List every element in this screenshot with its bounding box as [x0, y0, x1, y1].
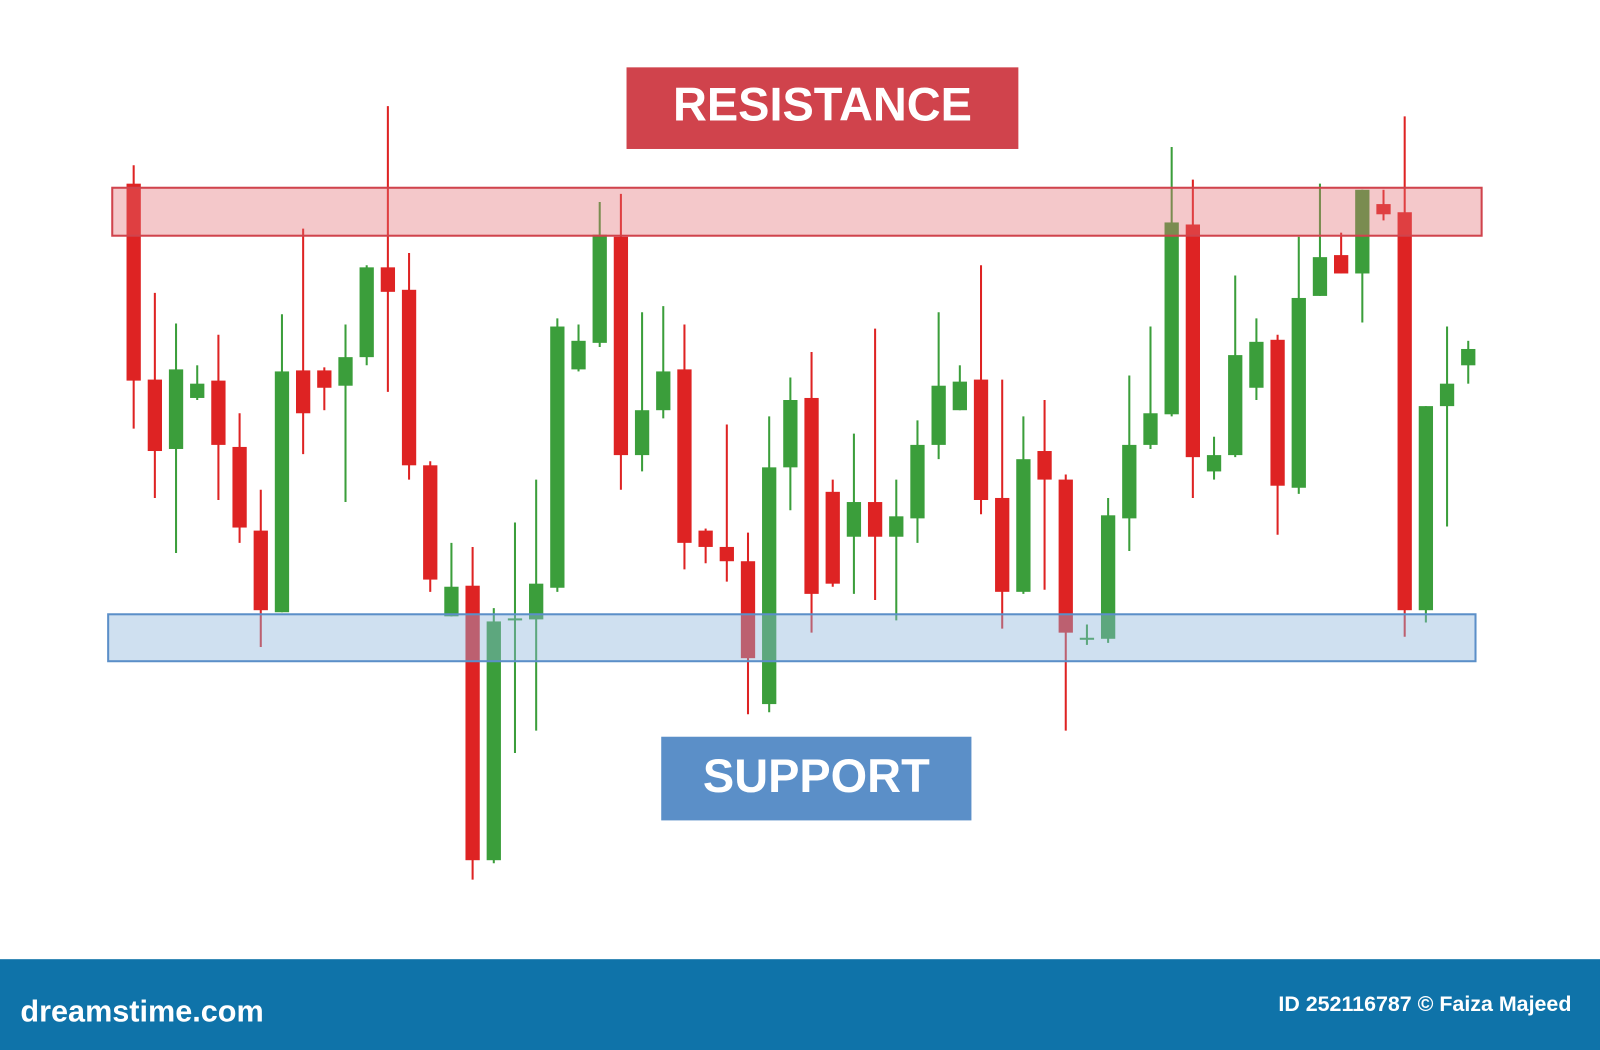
resistance-label: RESISTANCE	[673, 79, 972, 131]
candle-body	[1461, 348, 1476, 366]
resistance-label-box	[626, 67, 1019, 149]
candle-body	[677, 369, 692, 543]
candle-body	[1270, 339, 1285, 486]
candle-body	[444, 586, 459, 617]
candle-body	[296, 370, 311, 414]
candle-body	[995, 497, 1010, 592]
resistance-zone	[111, 186, 1483, 237]
candle-body	[740, 561, 756, 659]
candle-body	[804, 397, 819, 594]
candle-body	[1164, 222, 1179, 415]
candle-body	[1249, 341, 1264, 388]
candle-body	[1100, 515, 1116, 639]
candle-body	[592, 234, 607, 343]
candle-body	[486, 621, 501, 861]
candle-body	[423, 465, 438, 580]
candle-body	[1122, 444, 1137, 519]
candle-body	[783, 400, 798, 468]
candle-body	[698, 530, 713, 547]
candle-body	[401, 289, 417, 466]
candle-body	[1397, 212, 1412, 611]
candle-body	[190, 383, 205, 398]
candle-body	[232, 446, 247, 528]
candle-body	[359, 267, 374, 358]
candle-body	[1439, 383, 1455, 407]
candle-body	[1312, 257, 1328, 296]
candle-body	[846, 502, 862, 537]
candle-body	[1016, 459, 1031, 592]
candle-body	[465, 585, 480, 861]
footer-credit: ID 252116787 © Faiza Majeed	[1278, 992, 1571, 1016]
candle-body	[211, 380, 226, 445]
candle-body	[1334, 255, 1349, 274]
candle-body	[613, 236, 629, 456]
candle-body	[719, 546, 734, 562]
support-zone	[107, 613, 1477, 663]
candle-body	[274, 371, 290, 613]
candle-body	[1291, 297, 1306, 488]
candle-body	[1376, 204, 1391, 215]
support-label-box	[661, 736, 972, 821]
footer-site: dreamstime.com	[20, 994, 263, 1028]
candle-body	[1058, 479, 1073, 633]
candle-body	[952, 381, 967, 411]
candle-body	[1143, 413, 1158, 445]
candle-body	[126, 183, 141, 381]
candle-body	[931, 385, 946, 445]
footer-bar	[0, 959, 1600, 1050]
candle-body	[762, 467, 777, 705]
candle-body	[1418, 406, 1434, 611]
candle-body	[1228, 355, 1243, 456]
candle-body	[1355, 189, 1370, 274]
candle-body	[253, 530, 268, 611]
candle-body	[825, 491, 840, 584]
candle-body	[910, 444, 925, 519]
candle-body	[380, 267, 396, 292]
candle-body	[529, 583, 544, 620]
candle-body	[1185, 224, 1200, 458]
candle-body	[147, 379, 162, 452]
candle-body	[889, 516, 904, 537]
support-label: SUPPORT	[703, 750, 930, 802]
candle-body	[1037, 451, 1052, 480]
candle-body	[867, 502, 883, 537]
candle-body	[507, 618, 523, 621]
candle-body	[1079, 637, 1095, 640]
candle-body	[338, 357, 353, 386]
candle-body	[634, 410, 650, 456]
candle-body	[317, 370, 332, 388]
candle-body	[656, 371, 671, 411]
candle-body	[571, 340, 586, 370]
candle-body	[550, 326, 565, 588]
candle-body	[1206, 455, 1222, 472]
candle-body	[973, 379, 989, 500]
candle-body	[168, 369, 184, 449]
